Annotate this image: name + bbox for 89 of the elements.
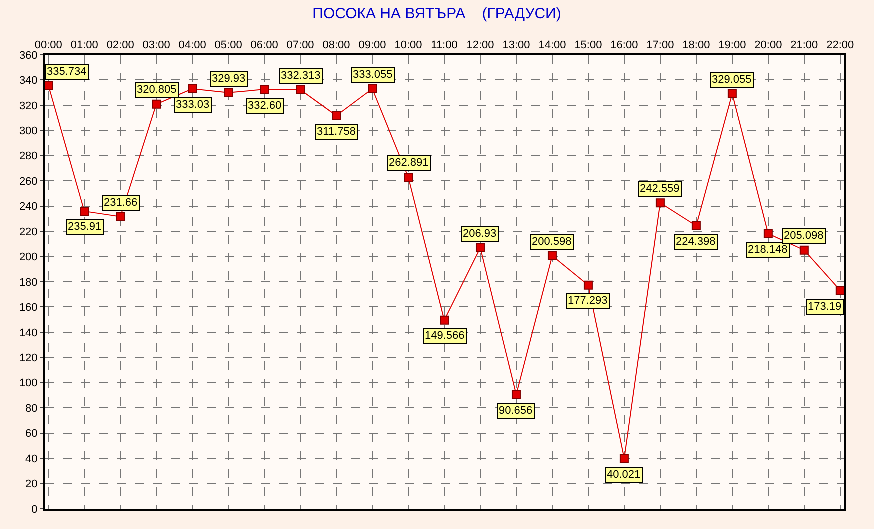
data-label: 205.098 [784, 230, 824, 242]
data-label: 333.055 [353, 69, 393, 81]
y-tick-label: 160 [19, 302, 38, 314]
data-label: 311.758 [317, 126, 356, 138]
x-tick-label: 11:00 [431, 40, 458, 52]
x-tick-label: 03:00 [142, 40, 170, 52]
x-tick-label: 14:00 [538, 40, 566, 52]
y-tick-label: 0 [32, 504, 38, 516]
point [80, 206, 90, 216]
point [764, 229, 773, 238]
y-tick-label: 280 [19, 150, 38, 163]
data-label: 218.148 [748, 244, 788, 256]
y-tick-label: 360 [19, 50, 38, 62]
x-tick-label: 00:00 [34, 40, 62, 52]
y-tick-label: 20 [26, 478, 38, 491]
point [116, 212, 126, 222]
x-tick-label: 21:00 [790, 40, 818, 52]
point [404, 172, 414, 182]
chart-title: ПОСОКА НА ВЯТЪРА (ГРАДУСИ) [312, 5, 562, 22]
x-tick-label: 01:00 [70, 40, 98, 52]
x-tick-label: 12:00 [466, 40, 494, 52]
x-tick-label: 16:00 [610, 40, 638, 52]
data-label: 90.656 [499, 405, 533, 417]
y-tick-label: 300 [19, 126, 38, 138]
y-tick-label: 140 [19, 327, 38, 340]
x-tick-label: 13:00 [502, 40, 530, 52]
data-label: 173.19 [808, 301, 842, 313]
x-tick-label: 18:00 [682, 40, 710, 52]
x-tick-label: 19:00 [718, 40, 746, 52]
x-tick-label: 05:00 [214, 40, 242, 52]
y-tick-label: 240 [19, 201, 38, 214]
data-label: 333.03 [176, 99, 210, 111]
x-tick-label: 22:00 [826, 40, 854, 52]
y-tick-label: 260 [19, 176, 38, 188]
point [368, 84, 378, 94]
data-label: 40.021 [607, 469, 641, 481]
y-tick-label: 40 [26, 453, 38, 466]
point [476, 244, 485, 253]
data-label: 149.566 [425, 330, 465, 342]
data-label: 177.293 [568, 295, 608, 307]
data-label: 262.891 [389, 157, 429, 169]
point [728, 90, 737, 99]
x-tick-label: 07:00 [286, 40, 314, 52]
x-tick-label: 15:00 [574, 40, 602, 52]
x-tick-label: 10:00 [394, 40, 422, 52]
y-tick-label: 120 [19, 352, 38, 365]
point [620, 454, 629, 464]
y-tick-label: 320 [19, 100, 38, 112]
y-tick-label: 340 [19, 75, 38, 88]
point [260, 85, 270, 94]
data-label: 332.313 [281, 70, 321, 82]
data-label: 231.66 [104, 197, 138, 209]
y-tick-label: 80 [26, 402, 38, 415]
point [44, 81, 54, 90]
point [800, 246, 809, 255]
data-label: 200.598 [532, 236, 572, 248]
data-label: 329.93 [212, 73, 246, 85]
point [548, 252, 557, 261]
point [332, 111, 342, 120]
point [656, 198, 665, 208]
x-tick-label: 04:00 [178, 40, 206, 52]
y-tick-label: 220 [19, 226, 38, 238]
point [836, 286, 845, 296]
data-label: 242.559 [640, 183, 680, 195]
data-label: 329.055 [712, 74, 752, 86]
point [440, 316, 449, 325]
y-tick-label: 180 [19, 276, 38, 289]
x-tick-label: 08:00 [322, 40, 350, 52]
point [296, 85, 306, 94]
point [584, 280, 593, 290]
x-tick-label: 17:00 [646, 40, 674, 52]
x-tick-label: 06:00 [250, 40, 278, 52]
point [692, 222, 701, 231]
data-label: 332.60 [248, 100, 282, 112]
point [152, 100, 162, 109]
data-label: 224.398 [676, 236, 716, 248]
y-tick-label: 200 [19, 252, 38, 264]
data-label: 335.734 [47, 66, 87, 78]
x-tick-label: 02:00 [106, 40, 134, 52]
data-label: 206.93 [463, 228, 497, 240]
point [188, 84, 198, 94]
point [224, 88, 234, 98]
data-label: 235.91 [68, 221, 102, 233]
y-tick-label: 100 [19, 378, 38, 390]
x-tick-label: 09:00 [358, 40, 386, 52]
data-label: 320.805 [137, 84, 177, 96]
point [512, 390, 521, 400]
y-tick-label: 60 [26, 428, 38, 440]
x-tick-label: 20:00 [754, 40, 782, 52]
